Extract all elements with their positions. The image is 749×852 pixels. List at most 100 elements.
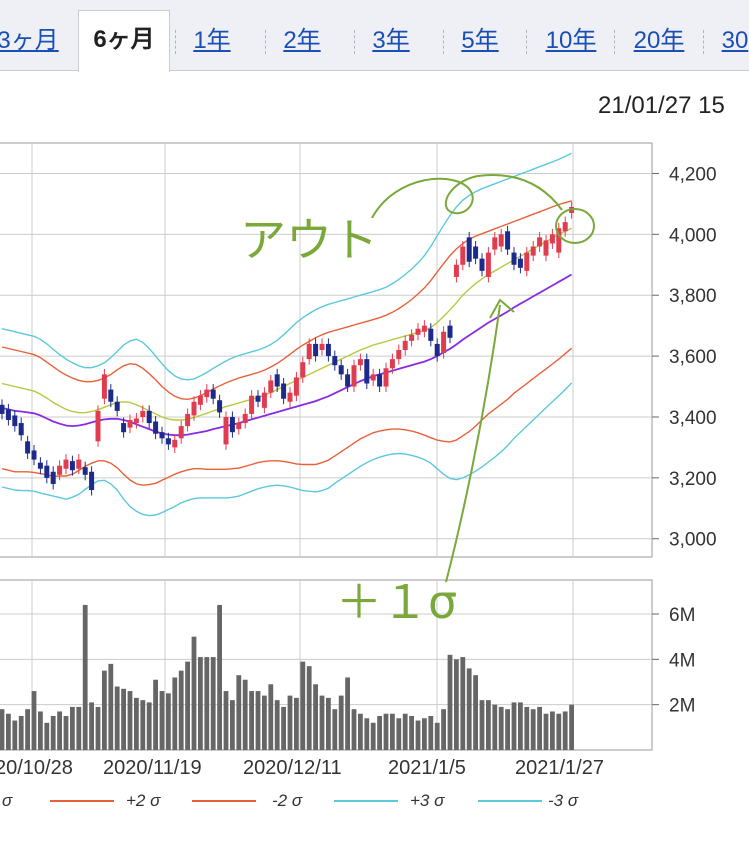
volume-bar (230, 700, 235, 750)
volume-bar (306, 666, 312, 750)
candle-body (18, 423, 24, 436)
volume-bar (345, 677, 350, 750)
volume-bar (63, 716, 69, 750)
tab-4[interactable]: 3年 (372, 27, 410, 54)
candle-body (543, 240, 549, 256)
volume-bar (415, 720, 421, 750)
price-tick-label: 3,200 (669, 469, 717, 490)
candle-body (530, 246, 536, 256)
legend-label-1: +2 σ (126, 791, 161, 810)
volume-bar (198, 657, 203, 750)
candle-body (236, 423, 242, 430)
volume-bar (434, 722, 440, 750)
candle-body (421, 325, 427, 332)
band-line-s2l (1, 347, 573, 486)
tab-7[interactable]: 20年 (633, 27, 685, 54)
volume-bar (396, 718, 402, 750)
candle-body (223, 416, 229, 445)
candle-body (409, 334, 415, 341)
volume-bar (12, 720, 18, 750)
annotation-arrow-curve (371, 174, 563, 219)
candle-body (140, 410, 146, 417)
candle-body (101, 374, 107, 399)
annotation-pointer-head (489, 298, 515, 319)
legend-line-2 (192, 800, 256, 802)
volume-bar (255, 691, 261, 750)
candle-body (537, 237, 543, 247)
candle-body (479, 258, 485, 271)
volume-bar (6, 713, 11, 750)
price-tick-label: 4,000 (669, 225, 717, 246)
volume-bar (332, 709, 338, 750)
candle-body (313, 343, 319, 357)
volume-bar (300, 661, 306, 750)
volume-bar (166, 693, 171, 750)
candle-body (5, 409, 11, 421)
volume-bar (492, 704, 498, 750)
volume-bar (428, 716, 434, 750)
candle-body (127, 420, 133, 428)
timestamp: 21/01/27 15 (598, 92, 725, 119)
candle-body (191, 401, 197, 416)
volume-bar (486, 700, 491, 750)
candle-body (351, 365, 357, 387)
volume-bar (479, 700, 485, 750)
candle-body (556, 228, 562, 253)
band-line-s2 (1, 200, 572, 401)
candle-body (165, 438, 171, 445)
volume-bar (38, 711, 43, 750)
tab-1[interactable]: 6ヶ月 (78, 10, 170, 72)
tab-8[interactable]: 30 (721, 27, 749, 54)
tab-5[interactable]: 5年 (461, 27, 499, 54)
band-line-s3l (1, 382, 573, 517)
candle-body (178, 426, 184, 439)
candle-body (370, 374, 376, 381)
candle-body (82, 467, 88, 475)
candle-body (345, 374, 351, 387)
volume-bar (319, 695, 325, 750)
volume-bar (210, 657, 216, 750)
volume-bar (268, 684, 274, 750)
candle-body (396, 350, 402, 360)
tab-separator (175, 30, 176, 54)
candle-body (261, 392, 267, 408)
legend-label-4: -3 σ (548, 791, 579, 810)
candle-body (562, 222, 568, 232)
volume-bar (441, 709, 446, 750)
volume-bar (82, 604, 88, 750)
tab-6[interactable]: 10年 (545, 27, 597, 54)
candle-body (402, 340, 408, 350)
volume-bar (114, 686, 120, 750)
candle-body (229, 416, 235, 433)
candle-body (505, 231, 511, 250)
volume-bar (191, 636, 197, 750)
volume-bar (89, 702, 94, 750)
candle-body (293, 377, 299, 396)
tab-separator (354, 30, 355, 54)
volume-panel-frame (0, 579, 653, 751)
candle-body (511, 252, 517, 265)
tab-3[interactable]: 2年 (283, 27, 321, 54)
volume-bar (0, 709, 5, 750)
candle-body (453, 264, 459, 277)
candle-body (485, 252, 491, 277)
date-axis-label: 2021/1/27 (515, 757, 604, 779)
volume-bar (326, 697, 331, 750)
stock-chart: 4,200 4,000 3,800 3,600 3,400 3,200 3,000 6M 4M 2… (0, 142, 717, 779)
candle-body (274, 374, 280, 387)
candle-body (197, 395, 203, 405)
candle-body (389, 359, 395, 369)
volume-tick-label: 4M (669, 650, 695, 671)
candle-body (108, 389, 114, 402)
axis-labels: 4,200 4,000 3,800 3,600 3,400 3,200 3,000 6M 4M 2… (0, 164, 717, 779)
legend-label-0: σ (2, 791, 13, 810)
volume-bar (447, 654, 453, 750)
volume-bar (50, 716, 56, 750)
candle-body (172, 439, 178, 448)
candle-body (441, 331, 447, 354)
tab-0[interactable]: 3ヶ月 (0, 27, 59, 54)
volume-bar (338, 695, 344, 750)
tab-2[interactable]: 1年 (193, 27, 231, 54)
price-tick-label: 3,000 (669, 530, 717, 551)
volume-bar (108, 663, 114, 750)
